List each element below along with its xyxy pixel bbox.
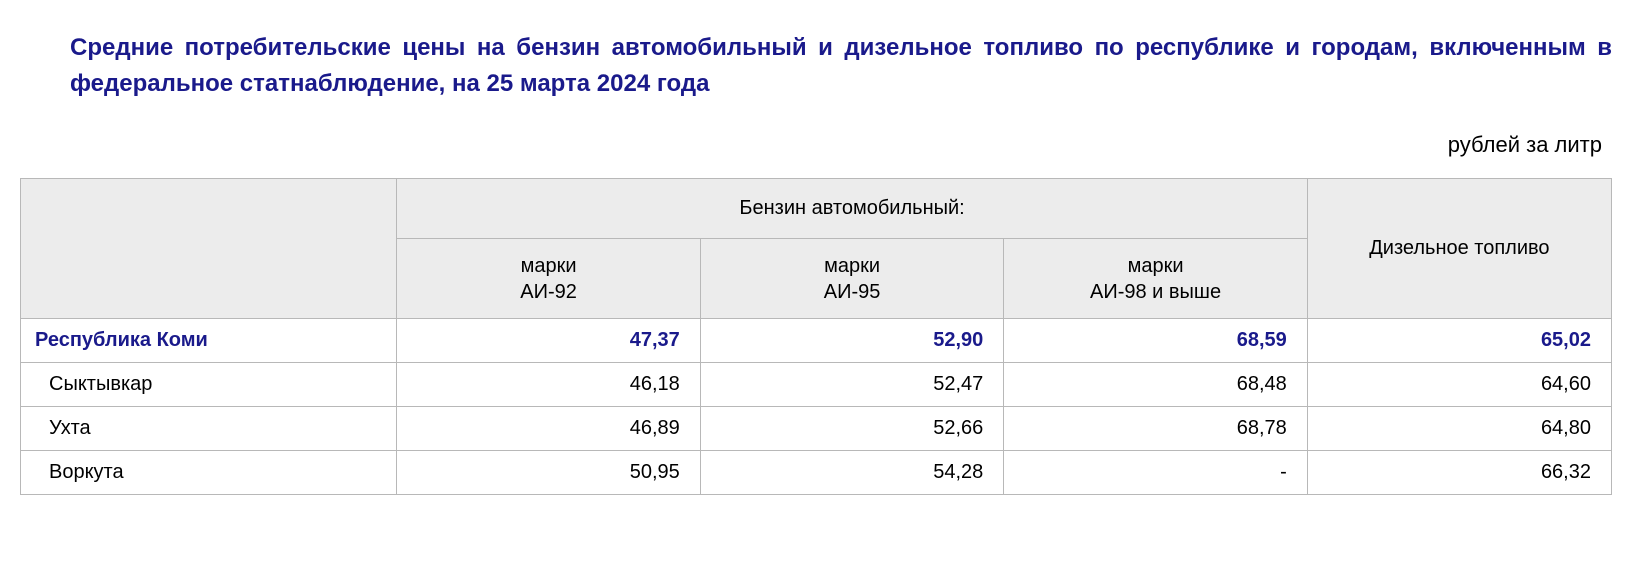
value-cell-ai95: 52,47: [700, 363, 1004, 407]
table-row: Сыктывкар 46,18 52,47 68,48 64,60: [21, 363, 1612, 407]
value-cell-diesel: 64,80: [1307, 407, 1611, 451]
page-title: Средние потребительские цены на бензин а…: [20, 30, 1612, 102]
value-cell-ai98: 68,78: [1004, 407, 1308, 451]
header-ai98: маркиАИ-98 и выше: [1004, 239, 1308, 319]
value-cell-ai92: 47,37: [397, 319, 701, 363]
region-cell: Республика Коми: [21, 319, 397, 363]
value-cell-diesel: 65,02: [1307, 319, 1611, 363]
price-table: Бензин автомобильный: Дизельное топливо …: [20, 178, 1612, 495]
region-cell: Ухта: [21, 407, 397, 451]
value-cell-ai95: 52,90: [700, 319, 1004, 363]
value-cell-diesel: 64,60: [1307, 363, 1611, 407]
table-row: Республика Коми 47,37 52,90 68,59 65,02: [21, 319, 1612, 363]
table-row: Ухта 46,89 52,66 68,78 64,80: [21, 407, 1612, 451]
region-cell: Воркута: [21, 451, 397, 495]
value-cell-ai95: 52,66: [700, 407, 1004, 451]
table-body: Республика Коми 47,37 52,90 68,59 65,02 …: [21, 319, 1612, 495]
header-diesel: Дизельное топливо: [1307, 179, 1611, 319]
value-cell-ai92: 46,89: [397, 407, 701, 451]
table-row: Воркута 50,95 54,28 - 66,32: [21, 451, 1612, 495]
header-group-fuel: Бензин автомобильный:: [397, 179, 1308, 239]
value-cell-ai98: 68,48: [1004, 363, 1308, 407]
header-region-blank: [21, 179, 397, 319]
value-cell-ai92: 46,18: [397, 363, 701, 407]
header-ai92: маркиАИ-92: [397, 239, 701, 319]
value-cell-ai95: 54,28: [700, 451, 1004, 495]
unit-label: рублей за литр: [20, 132, 1612, 158]
value-cell-ai98: -: [1004, 451, 1308, 495]
value-cell-ai92: 50,95: [397, 451, 701, 495]
header-ai95: маркиАИ-95: [700, 239, 1004, 319]
value-cell-ai98: 68,59: [1004, 319, 1308, 363]
value-cell-diesel: 66,32: [1307, 451, 1611, 495]
region-cell: Сыктывкар: [21, 363, 397, 407]
